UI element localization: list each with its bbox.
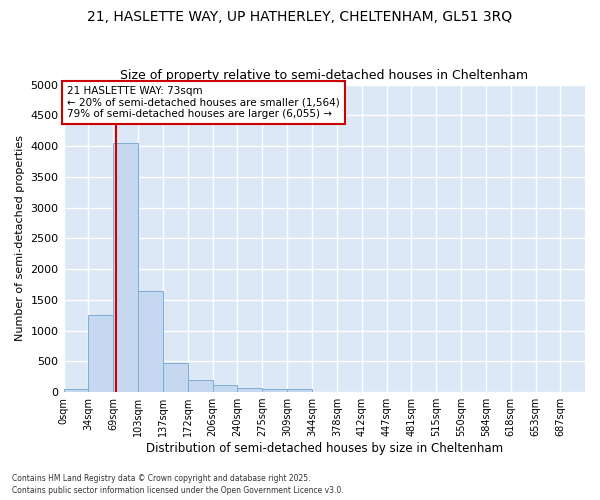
Bar [64,389,88,392]
Bar [88,315,113,392]
Bar [138,290,163,392]
Bar [188,380,212,392]
Y-axis label: Number of semi-detached properties: Number of semi-detached properties [15,136,25,342]
Text: 21 HASLETTE WAY: 73sqm
← 20% of semi-detached houses are smaller (1,564)
79% of : 21 HASLETTE WAY: 73sqm ← 20% of semi-det… [67,86,340,119]
Bar [262,388,287,392]
Bar [163,363,188,392]
Bar [287,389,313,392]
Bar [113,143,138,392]
Bar [237,388,262,392]
Text: 21, HASLETTE WAY, UP HATHERLEY, CHELTENHAM, GL51 3RQ: 21, HASLETTE WAY, UP HATHERLEY, CHELTENH… [88,10,512,24]
X-axis label: Distribution of semi-detached houses by size in Cheltenham: Distribution of semi-detached houses by … [146,442,503,455]
Text: Contains HM Land Registry data © Crown copyright and database right 2025.
Contai: Contains HM Land Registry data © Crown c… [12,474,344,495]
Title: Size of property relative to semi-detached houses in Cheltenham: Size of property relative to semi-detach… [120,69,529,82]
Bar [212,385,237,392]
